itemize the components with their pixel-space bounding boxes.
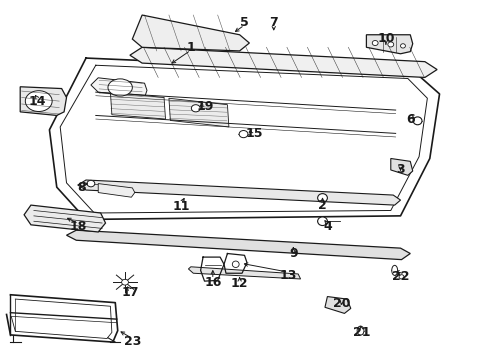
Ellipse shape	[387, 42, 393, 47]
Text: 9: 9	[288, 247, 297, 260]
Polygon shape	[188, 267, 300, 279]
Polygon shape	[132, 15, 249, 51]
Polygon shape	[110, 92, 165, 119]
Ellipse shape	[356, 326, 363, 335]
Polygon shape	[98, 184, 135, 197]
Text: 20: 20	[333, 297, 350, 310]
Ellipse shape	[317, 194, 327, 202]
Ellipse shape	[232, 261, 239, 267]
Ellipse shape	[400, 44, 405, 48]
Ellipse shape	[398, 275, 403, 279]
Text: 15: 15	[245, 127, 263, 140]
Polygon shape	[78, 180, 400, 205]
Polygon shape	[24, 205, 105, 232]
Text: 23: 23	[123, 335, 141, 348]
Text: 5: 5	[240, 16, 248, 29]
Ellipse shape	[108, 79, 132, 96]
Text: 6: 6	[405, 113, 414, 126]
Ellipse shape	[239, 131, 247, 138]
Text: 22: 22	[391, 270, 408, 283]
Ellipse shape	[25, 91, 52, 112]
Polygon shape	[130, 47, 436, 77]
Text: 10: 10	[376, 32, 394, 45]
Polygon shape	[366, 35, 412, 54]
Text: 12: 12	[230, 278, 248, 291]
Ellipse shape	[87, 180, 95, 187]
Text: 8: 8	[77, 181, 85, 194]
Polygon shape	[325, 297, 350, 314]
Text: 19: 19	[196, 100, 214, 113]
Polygon shape	[168, 98, 228, 127]
Ellipse shape	[412, 117, 421, 125]
Polygon shape	[66, 230, 409, 260]
Ellipse shape	[371, 41, 377, 45]
Text: 11: 11	[172, 201, 189, 213]
Text: 18: 18	[70, 220, 87, 233]
Text: 4: 4	[323, 220, 331, 233]
Ellipse shape	[122, 279, 128, 285]
Text: 1: 1	[186, 41, 195, 54]
Ellipse shape	[391, 265, 397, 275]
Polygon shape	[91, 78, 147, 98]
Text: 21: 21	[352, 326, 369, 339]
Ellipse shape	[191, 105, 200, 112]
Text: 16: 16	[203, 276, 221, 289]
Text: 2: 2	[318, 199, 326, 212]
Text: 14: 14	[28, 95, 46, 108]
Text: 17: 17	[121, 287, 139, 300]
Polygon shape	[390, 158, 412, 175]
Text: 3: 3	[395, 163, 404, 176]
Text: 13: 13	[279, 269, 297, 282]
Text: 7: 7	[269, 16, 278, 29]
Ellipse shape	[317, 217, 327, 226]
Polygon shape	[20, 87, 66, 116]
